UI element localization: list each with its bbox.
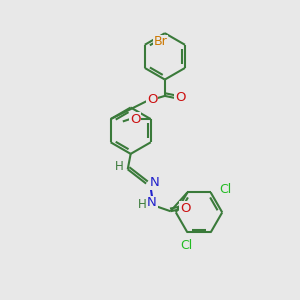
Text: N: N (147, 196, 157, 209)
Text: O: O (147, 93, 158, 106)
Text: Cl: Cl (180, 239, 192, 252)
Text: H: H (138, 198, 147, 211)
Text: O: O (130, 112, 141, 126)
Text: O: O (180, 202, 190, 215)
Text: O: O (175, 91, 186, 104)
Text: Cl: Cl (220, 183, 232, 196)
Text: H: H (115, 160, 124, 173)
Text: N: N (150, 176, 160, 189)
Text: Br: Br (154, 35, 167, 48)
